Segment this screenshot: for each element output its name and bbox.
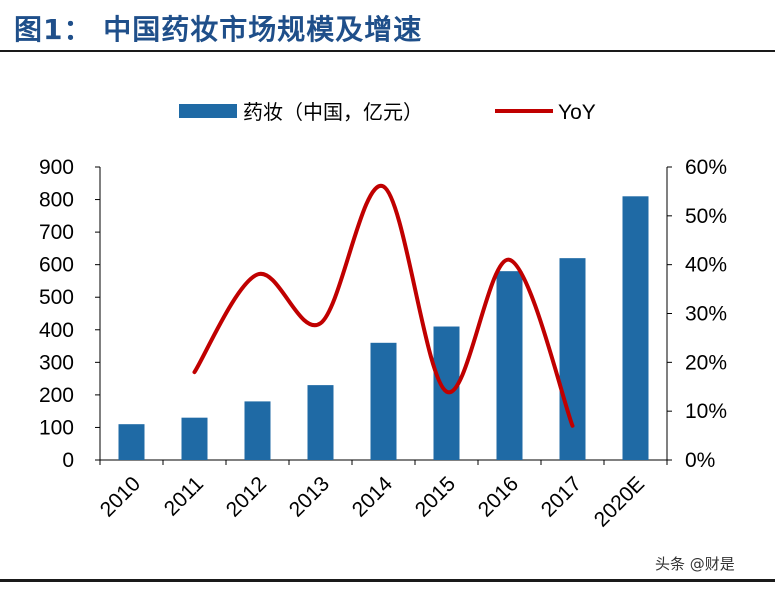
legend-label-bar: 药妆（中国，亿元） xyxy=(243,101,423,124)
y-tick-label-right: 20% xyxy=(685,351,727,374)
y-tick-label-left: 0 xyxy=(62,449,74,472)
y-tick-label-right: 30% xyxy=(685,303,727,326)
y-tick-label-left: 500 xyxy=(39,286,74,309)
y-tick-label-right: 0% xyxy=(685,449,715,472)
y-tick-label-left: 800 xyxy=(39,189,74,212)
watermark: 头条 @财是 xyxy=(655,553,735,574)
bar xyxy=(182,418,208,460)
x-tick-label: 2017 xyxy=(537,472,586,521)
y-tick-label-right: 40% xyxy=(685,254,727,277)
x-tick-label: 2013 xyxy=(285,472,334,521)
y-tick-label-right: 10% xyxy=(685,400,727,423)
y-tick-label-left: 100 xyxy=(39,416,74,439)
legend: 药妆（中国，亿元） YoY xyxy=(179,101,596,124)
bottom-divider xyxy=(0,579,775,582)
x-tick-label: 2011 xyxy=(160,472,208,520)
bar xyxy=(623,196,649,460)
x-tick-label: 2012 xyxy=(222,472,271,521)
x-tick-label: 2010 xyxy=(96,472,145,521)
x-tick-label: 2015 xyxy=(411,472,460,521)
legend-label-line: YoY xyxy=(558,101,596,124)
bar xyxy=(497,271,523,460)
y-tick-label-left: 200 xyxy=(39,384,74,407)
y-tick-label-right: 60% xyxy=(685,156,727,179)
bar xyxy=(119,424,145,460)
y-tick-label-left: 400 xyxy=(39,319,74,342)
bar xyxy=(560,258,586,460)
y-tick-label-left: 300 xyxy=(39,351,74,374)
bar xyxy=(308,385,334,460)
y-tick-label-left: 700 xyxy=(39,221,74,244)
y-tick-label-right: 50% xyxy=(685,205,727,228)
legend-swatch-bar xyxy=(179,104,237,118)
bar xyxy=(245,401,271,460)
y-tick-label-left: 900 xyxy=(39,156,74,179)
bar xyxy=(371,343,397,460)
x-tick-label: 2020E xyxy=(590,472,649,531)
x-tick-label: 2016 xyxy=(474,472,523,521)
y-tick-label-left: 600 xyxy=(39,254,74,277)
x-tick-label: 2014 xyxy=(348,472,398,522)
